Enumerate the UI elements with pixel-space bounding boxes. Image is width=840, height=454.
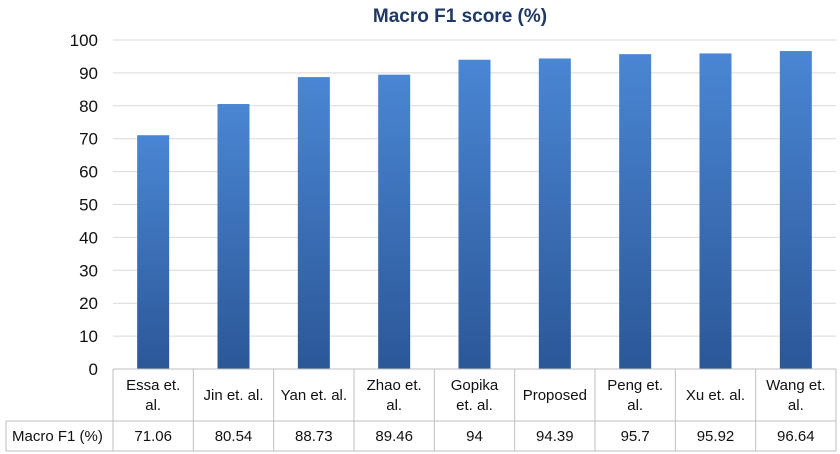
y-tick-label: 100 <box>70 31 98 50</box>
value-cell: 96.64 <box>777 428 815 445</box>
category-label: Yan et. al. <box>281 387 347 404</box>
y-tick-label: 70 <box>79 130 98 149</box>
bar <box>458 59 491 370</box>
category-label: Jin et. al. <box>203 387 263 404</box>
value-cell: 71.06 <box>134 428 172 445</box>
category-label: al. <box>145 397 161 414</box>
y-tick-label: 60 <box>79 163 98 182</box>
value-cell: 94 <box>466 428 483 445</box>
category-label: Peng et. <box>607 377 663 394</box>
value-cell: 95.92 <box>697 428 735 445</box>
bar <box>538 58 571 369</box>
value-cell: 94.39 <box>536 428 574 445</box>
category-label: Xu et. al. <box>686 387 745 404</box>
y-tick-label: 50 <box>79 196 98 215</box>
category-label: al. <box>627 397 643 414</box>
value-cell: 89.46 <box>375 428 413 445</box>
category-label: al. <box>788 397 804 414</box>
category-label: Wang et. <box>766 377 825 394</box>
value-cell: 95.7 <box>621 428 650 445</box>
value-cell: 88.73 <box>295 428 333 445</box>
y-tick-label: 30 <box>79 261 98 280</box>
chart-title: Macro F1 score (%) <box>373 6 547 27</box>
data-table: Essa et. al. Jin et. al. Yan et. al. Zhao et… <box>5 368 837 452</box>
bar <box>217 104 250 369</box>
y-tick-label: 80 <box>79 97 98 116</box>
series-label: Macro F1 (%) <box>12 428 103 445</box>
category-label: Proposed <box>523 387 587 404</box>
category-label: et. al. <box>456 397 493 414</box>
bars <box>137 51 812 370</box>
bar <box>378 74 411 369</box>
bar <box>137 135 170 369</box>
y-tick-label: 0 <box>89 360 98 379</box>
bar <box>297 77 330 369</box>
bar <box>619 54 652 369</box>
value-cell: 80.54 <box>215 428 253 445</box>
y-tick-label: 20 <box>79 294 98 313</box>
bar <box>699 53 732 370</box>
category-label: Essa et. <box>126 377 180 394</box>
y-tick-label: 10 <box>79 327 98 346</box>
y-tick-label: 90 <box>79 64 98 83</box>
category-label: Zhao et. <box>367 377 422 394</box>
category-label: Gopika <box>451 377 499 394</box>
y-axis-ticks: 0 10 20 30 40 50 60 70 80 90 100 <box>70 31 98 379</box>
category-label: al. <box>386 397 402 414</box>
bar <box>779 51 812 369</box>
y-tick-label: 40 <box>79 228 98 247</box>
